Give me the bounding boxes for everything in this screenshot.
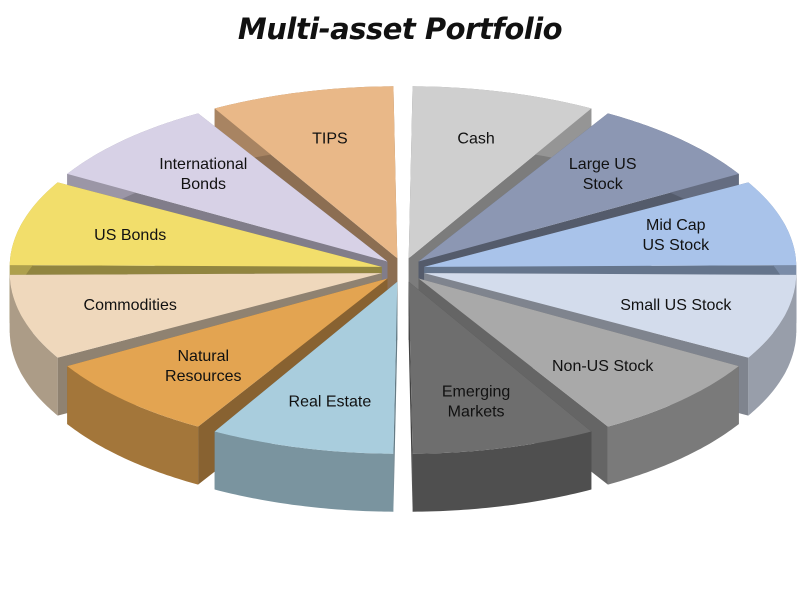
slice-label-small-us-stock: Small US Stock xyxy=(620,297,732,314)
slice-label-commodities: Commodities xyxy=(84,297,177,314)
slice-label-non-us-stock: Non-US Stock xyxy=(552,358,654,375)
pie-slice-emerging-markets xyxy=(408,281,592,512)
slice-label-natural-resources: Natural Resources xyxy=(165,348,241,385)
slice-label-international-bonds: International Bonds xyxy=(159,156,247,193)
slice-label-cash: Cash xyxy=(457,131,494,148)
slice-label-tips: TIPS xyxy=(312,131,348,148)
slice-label-mid-cap-us-stock: Mid Cap US Stock xyxy=(642,217,710,254)
slice-label-emerging-markets: Emerging Markets xyxy=(442,383,510,420)
pie-slice-real-estate xyxy=(214,281,398,512)
slice-label-us-bonds: US Bonds xyxy=(94,227,166,244)
slice-label-large-us-stock: Large US Stock xyxy=(569,156,637,193)
slice-label-real-estate: Real Estate xyxy=(289,393,372,410)
chart-title: Multi-asset Portfolio xyxy=(237,12,563,46)
